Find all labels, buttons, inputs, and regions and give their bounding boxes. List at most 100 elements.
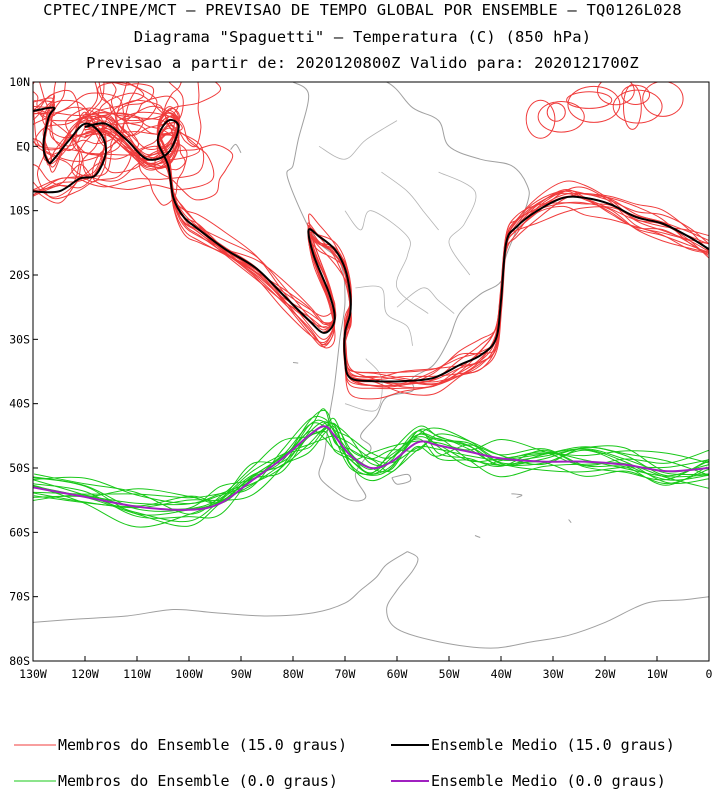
member-15-main-0 — [85, 112, 709, 386]
member-15-loop-18 — [33, 82, 139, 156]
member-15-atl-loop-4 — [622, 84, 642, 130]
member-15-loop-4 — [33, 92, 139, 160]
legend: Membros do Ensemble (15.0 graus) Ensemble… — [14, 736, 675, 790]
member-0-10 — [33, 408, 709, 512]
chart-title: Diagrama "Spaguetti" — Temperatura (C) (… — [133, 28, 592, 46]
member-15-atl-loop-0 — [525, 99, 556, 139]
member-0-8 — [33, 419, 709, 509]
coastline-1 — [33, 551, 408, 623]
y-tick-label: 10S — [9, 204, 30, 218]
x-tick-label: 20W — [595, 667, 616, 681]
member-15-main-6 — [84, 114, 709, 374]
ensemble-means — [33, 106, 709, 511]
y-tick-label: 30S — [9, 332, 30, 346]
ensemble-mean-line-0 — [33, 106, 107, 194]
x-tick-label: 80W — [283, 667, 304, 681]
country-border-3 — [438, 171, 477, 276]
y-tick-label: 20S — [9, 268, 30, 282]
member-15-loop-7 — [65, 107, 174, 182]
member-0-11 — [33, 409, 708, 504]
member-15-pac-5 — [33, 97, 106, 191]
legend-label: Membros do Ensemble (15.0 graus) — [58, 736, 347, 754]
member-15-loop-12 — [154, 144, 234, 201]
country-border-5 — [344, 358, 383, 412]
member-15-main-3 — [84, 115, 709, 385]
y-tick-label: 70S — [9, 590, 30, 604]
x-tick-label: 30W — [543, 667, 564, 681]
member-15-main-8 — [85, 112, 709, 390]
chart-header-line-1: CPTEC/INPE/MCT — PREVISAO DE TEMPO GLOBA… — [43, 1, 682, 19]
y-tick-label: 80S — [9, 654, 30, 668]
member-15-loop-9 — [71, 92, 205, 188]
member-15-atl-loop-2 — [612, 89, 663, 124]
member-15-atl-loop-7 — [642, 82, 684, 117]
member-0-4 — [33, 422, 709, 519]
member-0-2 — [33, 417, 709, 516]
coastline-4 — [511, 493, 523, 499]
ensemble-members-15 — [33, 82, 709, 400]
forecast-validity-line: Previsao a partir de: 2020120800Z Valido… — [86, 54, 639, 72]
member-0-6 — [33, 435, 709, 510]
member-15-loop-24 — [34, 111, 119, 177]
member-15-loop-13 — [39, 82, 105, 152]
y-tick-label: 50S — [9, 461, 30, 475]
x-tick-label: 40W — [491, 667, 512, 681]
x-tick-label: 90W — [231, 667, 252, 681]
member-15-main-5 — [84, 109, 709, 387]
member-15-loop-15 — [116, 82, 184, 137]
y-tick-label: 10N — [9, 75, 30, 89]
country-border-4 — [381, 171, 439, 231]
coastline-5 — [230, 143, 242, 154]
legend-label: Ensemble Medio (0.0 graus) — [431, 772, 666, 790]
x-tick-label: 60W — [387, 667, 408, 681]
member-15-main-4 — [84, 116, 709, 387]
member-15-loop-1 — [33, 82, 99, 151]
member-15-loop-14 — [110, 82, 222, 122]
y-tick-label: EQ — [16, 139, 30, 153]
member-15-atl-loop-9 — [546, 102, 566, 122]
member-15-atl-loop-6 — [596, 82, 635, 106]
coastline-7 — [568, 519, 572, 523]
member-15-loop-21 — [42, 82, 158, 139]
member-15-main-13 — [83, 115, 709, 378]
x-tick-label: 50W — [439, 667, 460, 681]
member-15-loop-20 — [33, 82, 145, 122]
x-tick-label: 0 — [706, 667, 713, 681]
country-border-2 — [355, 285, 413, 346]
y-axis: 10N EQ 10S 20S 30S 40S 50S 60S 70S 80S — [9, 75, 38, 668]
member-15-atl-loop-5 — [621, 84, 651, 105]
member-15-atl-loop-8 — [567, 85, 621, 123]
ensemble-mean-line-1 — [84, 118, 709, 383]
x-tick-label: 100W — [175, 667, 203, 681]
legend-label: Membros do Ensemble (0.0 graus) — [58, 772, 338, 790]
member-15-atl-loop-3 — [537, 101, 585, 133]
member-15-main-10 — [84, 115, 709, 383]
legend-label: Ensemble Medio (15.0 graus) — [431, 736, 675, 754]
x-tick-label: 120W — [71, 667, 99, 681]
x-tick-label: 130W — [19, 667, 47, 681]
coastline-6 — [474, 535, 481, 538]
member-0-13 — [33, 422, 709, 523]
member-15-main-7 — [85, 122, 709, 396]
x-tick-label: 110W — [123, 667, 151, 681]
x-axis: 130W 120W 110W 100W 90W 80W 70W 60W 50W 40W 30W 20W… — [19, 656, 713, 681]
member-15-main-12 — [85, 127, 709, 385]
x-tick-label: 70W — [335, 667, 356, 681]
country-border-6 — [396, 287, 455, 314]
x-tick-label: 10W — [647, 667, 668, 681]
member-0-7 — [33, 415, 709, 499]
member-15-main-1 — [84, 114, 709, 381]
plot-frame — [32, 81, 710, 662]
country-border-0 — [318, 120, 398, 160]
country-border-1 — [344, 210, 429, 314]
member-15-main-9 — [84, 125, 709, 400]
coastline-3 — [391, 473, 412, 485]
ensemble-mean-line-2 — [33, 425, 709, 511]
member-15-loop-0 — [33, 112, 144, 162]
member-15-loop-22 — [91, 105, 215, 191]
coastline-2 — [386, 551, 709, 649]
y-tick-label: 40S — [9, 397, 30, 411]
y-tick-label: 60S — [9, 525, 30, 539]
